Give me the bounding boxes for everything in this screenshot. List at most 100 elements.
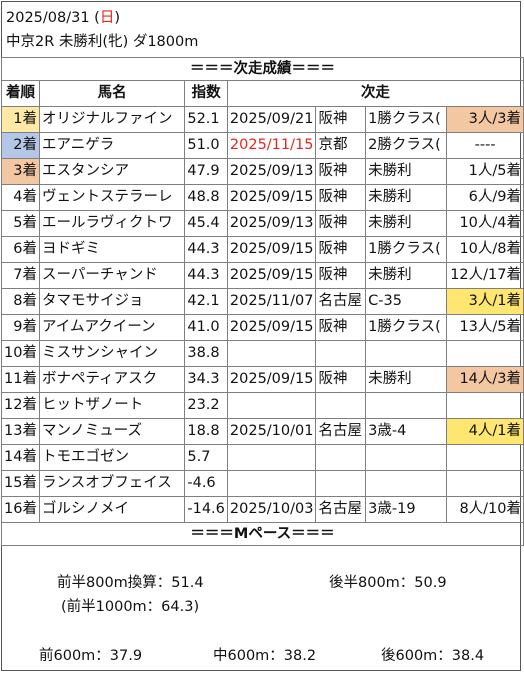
next-race-class-cell: 1勝クラス( — [365, 106, 448, 133]
next-race-venue-cell: 名古屋 — [315, 496, 367, 523]
horse-name-cell: マンノミューズ — [38, 418, 186, 445]
col-name-header: 馬名 — [38, 80, 186, 107]
speed-index-cell: 42.1 — [184, 288, 228, 315]
table-row: 4着 ヴェントステラーレ 48.8 2025/09/15 阪神 未勝利 6人/9着 — [1, 184, 524, 211]
next-race-date-cell: 2025/11/15 — [226, 132, 317, 159]
rank-cell: 16着 — [1, 496, 40, 523]
race-date: 2025/08/31 (日) — [6, 8, 120, 28]
rank-cell: 7着 — [1, 262, 40, 289]
table-row: 5着 エールラヴィクトワ 45.4 2025/09/13 阪神 未勝利 10人/4着 — [1, 210, 524, 237]
table-row: 10着 ミスサンシャイン 38.8 — [1, 340, 524, 367]
horse-name-cell: ヒットザノート — [38, 392, 186, 419]
speed-index-cell: 5.7 — [184, 444, 228, 471]
next-race-class-cell — [365, 392, 448, 419]
table-row: 9着 アイムアクイーン 41.0 2025/09/15 阪神 1勝クラス(13人/5着 — [1, 314, 524, 341]
next-race-date-cell: 2025/09/13 — [226, 210, 317, 237]
horse-name-cell: ランスオブフェイス — [38, 470, 186, 497]
next-race-date-cell: 2025/09/15 — [226, 262, 317, 289]
table-row: 7着 スーパーチャンド 44.3 2025/09/15 阪神 未勝利 12人/17着 — [1, 262, 524, 289]
next-race-date-cell: 2025/09/15 — [226, 236, 317, 263]
table-row: 14着 トモエゴゼン 5.7 — [1, 444, 524, 471]
next-race-date-cell: 2025/10/01 — [226, 418, 317, 445]
next-race-venue-cell: 阪神 — [315, 366, 367, 393]
rank-cell: 12着 — [1, 392, 40, 419]
next-race-class-cell: 2勝クラス( — [365, 132, 448, 159]
speed-index-cell: 23.2 — [184, 392, 228, 419]
race-info: 中京2R 未勝利(牝) ダ1800m — [6, 34, 199, 50]
speed-index-cell: 44.3 — [184, 236, 228, 263]
horse-name-cell: タマモサイジョ — [38, 288, 186, 315]
table-row: 15着 ランスオブフェイス -4.6 — [1, 470, 524, 497]
last-800m: 後半800m：50.9 — [329, 575, 447, 591]
next-race-result-cell — [446, 340, 524, 367]
next-race-venue-cell — [315, 392, 367, 419]
horse-name-cell: トモエゴゼン — [38, 444, 186, 471]
next-race-date-cell — [226, 340, 317, 367]
col-rank-header: 着順 — [1, 80, 40, 107]
col-next-header: 次走 — [226, 80, 524, 107]
next-race-result-cell: 3人/1着 — [446, 288, 524, 315]
next-race-class-cell: 3歳-4 — [365, 418, 448, 445]
next-race-class-cell — [365, 444, 448, 471]
next-race-result-cell: ---- — [446, 132, 524, 159]
horse-name-cell: ヨドギミ — [38, 236, 186, 263]
table-row: 11着 ボナペティアスク 34.3 2025/09/15 阪神 未勝利 14人/3着 — [1, 366, 524, 393]
next-race-result-cell: 10人/4着 — [446, 210, 524, 237]
speed-index-cell: 51.0 — [184, 132, 228, 159]
table-row: 13着 マンノミューズ 18.8 2025/10/01 名古屋 3歳-4 4人/1着 — [1, 418, 524, 445]
speed-index-cell: 45.4 — [184, 210, 228, 237]
rank-cell: 14着 — [1, 444, 40, 471]
back-600m: 後600m：38.4 — [381, 648, 485, 664]
rank-cell: 11着 — [1, 366, 40, 393]
weekday: 日 — [99, 10, 115, 26]
front-600m: 前600m：37.9 — [39, 648, 143, 664]
next-race-result-cell: 13人/5着 — [446, 314, 524, 341]
next-race-result-cell — [446, 444, 524, 471]
first-1000m: (前半1000m：64.3) — [61, 599, 200, 615]
horse-name-cell: エアニゲラ — [38, 132, 186, 159]
next-race-venue-cell: 京都 — [315, 132, 367, 159]
next-race-class-cell: C-35 — [365, 288, 448, 315]
next-race-venue-cell: 名古屋 — [315, 288, 367, 315]
speed-index-cell: 44.3 — [184, 262, 228, 289]
next-race-result-cell — [446, 470, 524, 497]
next-race-result-cell: 10人/8着 — [446, 236, 524, 263]
next-race-date-cell: 2025/09/21 — [226, 106, 317, 133]
next-race-venue-cell: 阪神 — [315, 314, 367, 341]
first-800m-converted: 前半800m換算：51.4 — [57, 575, 204, 591]
next-race-result-cell: 12人/17着 — [446, 262, 524, 289]
next-race-class-cell — [365, 340, 448, 367]
next-race-venue-cell: 阪神 — [315, 262, 367, 289]
horse-name-cell: アイムアクイーン — [38, 314, 186, 341]
next-race-class-cell: 未勝利 — [365, 262, 448, 289]
table-row: 2着 エアニゲラ 51.0 2025/11/15 京都 2勝クラス(---- — [1, 132, 524, 159]
horse-name-cell: ミスサンシャイン — [38, 340, 186, 367]
speed-index-cell: -4.6 — [184, 470, 228, 497]
next-race-venue-cell — [315, 470, 367, 497]
speed-index-cell: 34.3 — [184, 366, 228, 393]
next-race-class-cell: 未勝利 — [365, 158, 448, 185]
next-race-class-cell: 1勝クラス( — [365, 314, 448, 341]
table-row: 3着 エスタンシア 47.9 2025/09/13 阪神 未勝利 1人/5着 — [1, 158, 524, 185]
table-row: 16着 ゴルシノメイ -14.6 2025/10/03 名古屋 3歳-19 8人/10着 — [1, 496, 524, 523]
speed-index-cell: 41.0 — [184, 314, 228, 341]
next-race-results-table: ＝＝＝次走成績＝＝＝ 着順 馬名 指数 次走 1着 オリジナルファイン 52.1 20… — [1, 57, 524, 546]
speed-index-cell: 47.9 — [184, 158, 228, 185]
middle-600m: 中600m：38.2 — [213, 648, 317, 664]
next-race-date-cell — [226, 444, 317, 471]
speed-index-cell: 18.8 — [184, 418, 228, 445]
next-race-result-cell: 14人/3着 — [446, 366, 524, 393]
next-race-result-cell: 1人/5着 — [446, 158, 524, 185]
next-race-date-cell: 2025/09/15 — [226, 366, 317, 393]
next-race-class-cell: 1勝クラス( — [365, 236, 448, 263]
pace-section-title: ＝＝＝Mペース＝＝＝ — [1, 522, 524, 546]
horse-name-cell: ボナペティアスク — [38, 366, 186, 393]
rank-cell: 1着 — [1, 106, 40, 133]
next-race-class-cell: 未勝利 — [365, 184, 448, 211]
date-text: 2025/08/31 ( — [6, 10, 100, 26]
next-race-venue-cell: 阪神 — [315, 184, 367, 211]
col-index-header: 指数 — [184, 80, 228, 107]
rank-cell: 2着 — [1, 132, 40, 159]
next-race-result-cell: 3人/3着 — [446, 106, 524, 133]
next-race-date-cell: 2025/09/15 — [226, 184, 317, 211]
